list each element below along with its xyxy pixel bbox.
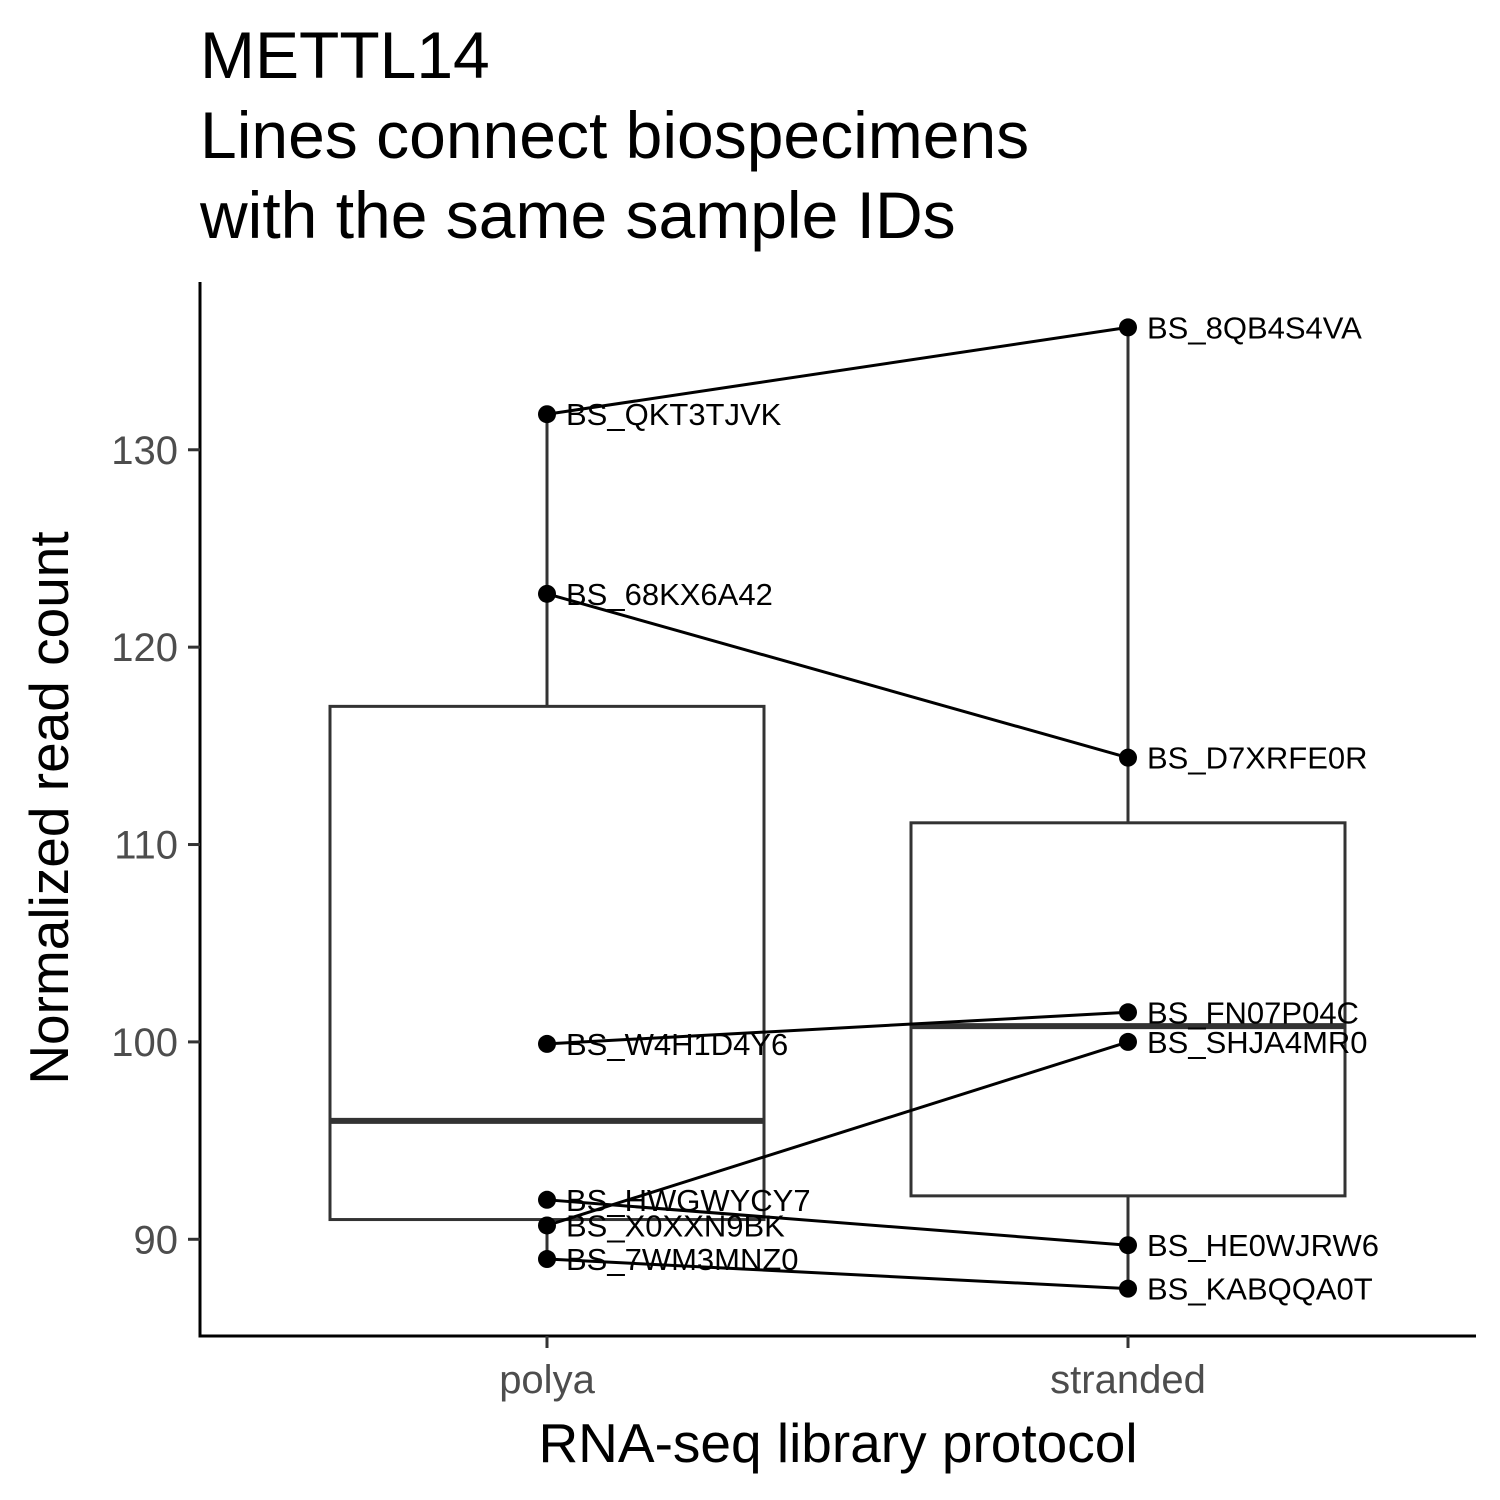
pair-line-BS_68KX6A42-BS_D7XRFE0R: [546, 592, 1129, 760]
title-line-2: Lines connect biospecimens: [200, 98, 1029, 172]
point-label-BS_7WM3MNZ0: BS_7WM3MNZ0: [566, 1242, 799, 1277]
pair-line-BS_7WM3MNZ0-BS_KABQQA0T: [546, 1257, 1129, 1291]
point-BS_FN07P04C: [1119, 1003, 1137, 1022]
box-stranded: [909, 327, 1347, 1289]
y-tick-label-110: 110: [114, 824, 178, 868]
y-axis-title: Normalized read count: [18, 531, 80, 1084]
point-BS_D7XRFE0R: [1119, 748, 1137, 767]
pair-line-BS_W4H1D4Y6-BS_FN07P04C: [546, 1010, 1129, 1046]
point-BS_KABQQA0T: [1119, 1279, 1137, 1298]
point-label-BS_68KX6A42: BS_68KX6A42: [566, 577, 773, 612]
point-BS_8QB4S4VA: [1119, 318, 1137, 337]
point-label-BS_HWGWYCY7: BS_HWGWYCY7: [566, 1183, 811, 1218]
plot-area: BS_QKT3TJVK BS_68KX6A42 BS_W4H1D4Y6 BS_HWGW…: [328, 310, 1379, 1307]
point-label-BS_HE0WJRW6: BS_HE0WJRW6: [1147, 1228, 1379, 1263]
point-BS_W4H1D4Y6: [538, 1034, 556, 1053]
chart-title: METTL14 Lines connect biospecimens with …: [199, 18, 1029, 252]
title-line-3: with the same sample IDs: [199, 178, 956, 252]
y-tick-label-90: 90: [134, 1218, 179, 1262]
y-tick-label-100: 100: [111, 1021, 178, 1065]
point-BS_68KX6A42: [538, 584, 556, 603]
point-BS_7WM3MNZ0: [538, 1250, 556, 1269]
point-label-BS_8QB4S4VA: BS_8QB4S4VA: [1147, 310, 1362, 345]
x-tick-label-stranded: stranded: [1050, 1358, 1206, 1402]
box-polya: [328, 414, 766, 1260]
point-BS_X0XXN9BK: [538, 1216, 556, 1235]
point-label-BS_W4H1D4Y6: BS_W4H1D4Y6: [566, 1027, 788, 1062]
y-tick-label-130: 130: [111, 429, 178, 473]
point-label-BS_FN07P04C: BS_FN07P04C: [1147, 995, 1359, 1030]
point-label-BS_D7XRFE0R: BS_D7XRFE0R: [1147, 741, 1368, 776]
x-axis-title: RNA-seq library protocol: [538, 1412, 1137, 1474]
title-line-1: METTL14: [200, 18, 490, 92]
point-BS_QKT3TJVK: [538, 405, 556, 424]
point-label-BS_X0XXN9BK: BS_X0XXN9BK: [566, 1208, 785, 1243]
point-label-BS_SHJA4MR0: BS_SHJA4MR0: [1147, 1025, 1368, 1060]
pair-line-BS_X0XXN9BK-BS_SHJA4MR0: [546, 1040, 1129, 1227]
box-iqr: [909, 821, 1347, 1198]
point-BS_HE0WJRW6: [1119, 1236, 1137, 1255]
y-tick-label-120: 120: [111, 626, 178, 670]
pair-line-BS_HWGWYCY7-BS_HE0WJRW6: [546, 1198, 1129, 1247]
x-tick-label-polya: polya: [499, 1358, 595, 1402]
axes: 90 100 110 120 130 polya stranded: [111, 282, 1476, 1402]
point-BS_HWGWYCY7: [538, 1190, 556, 1209]
point-label-BS_KABQQA0T: BS_KABQQA0T: [1147, 1272, 1373, 1307]
point-BS_SHJA4MR0: [1119, 1032, 1137, 1051]
box-iqr: [328, 704, 766, 1222]
pair-line-BS_QKT3TJVK-BS_8QB4S4VA: [546, 325, 1129, 416]
point-label-BS_QKT3TJVK: BS_QKT3TJVK: [566, 397, 782, 432]
